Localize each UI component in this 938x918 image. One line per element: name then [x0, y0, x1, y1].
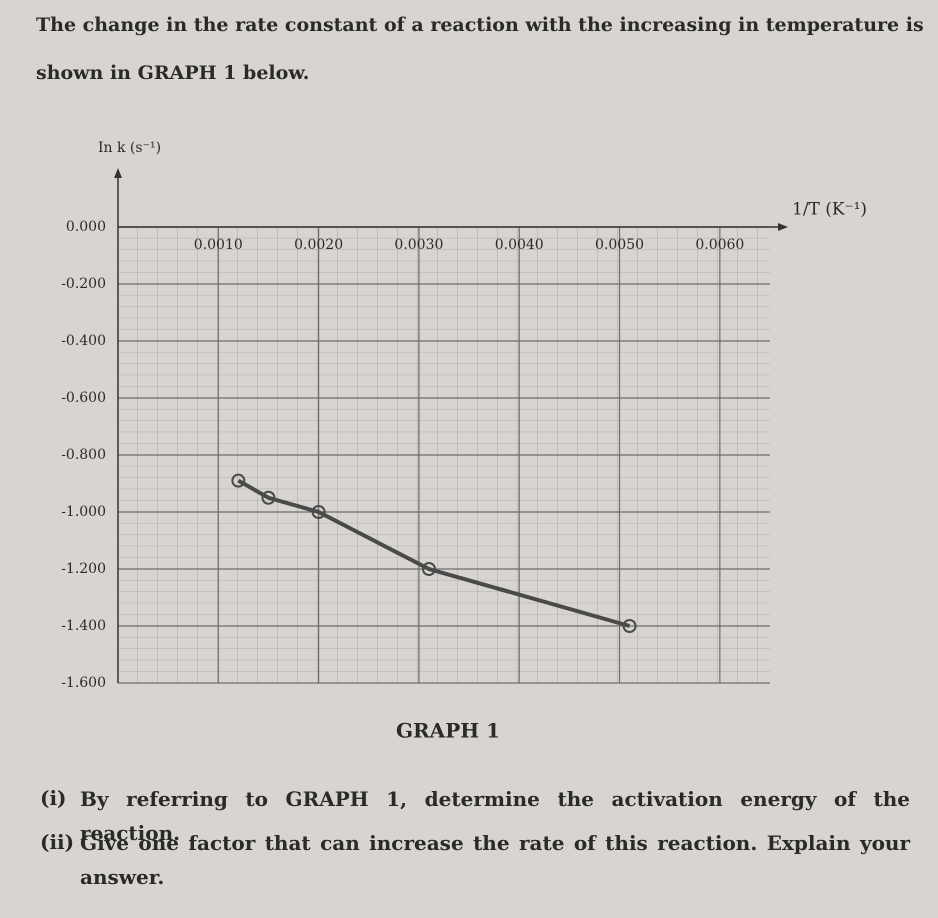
y-tick-label: -0.400 — [61, 333, 106, 349]
y-tick-label: -1.000 — [61, 504, 106, 520]
x-tick-label: 0.0030 — [394, 237, 443, 253]
x-tick-label: 0.0020 — [294, 237, 343, 253]
data-point — [311, 505, 326, 519]
y-arrow — [114, 168, 122, 178]
data-point — [261, 490, 276, 505]
x-arrow — [778, 223, 788, 231]
chart-title: GRAPH 1 — [396, 719, 500, 743]
question-number: (ii) — [40, 830, 75, 854]
x-axis-label: 1/T (K⁻¹) — [792, 200, 867, 220]
y-tick-label: -0.800 — [61, 447, 106, 463]
intro-line: shown in GRAPH 1 below. — [36, 62, 310, 84]
x-tick-label: 0.0060 — [695, 237, 744, 253]
data-point — [231, 473, 246, 488]
y-axis-label: In k (s⁻¹) — [98, 140, 161, 156]
question-text: Give one factor that can increase the ra… — [80, 831, 910, 889]
y-tick-label: -1.600 — [61, 675, 106, 691]
intro-line: The change in the rate constant of a rea… — [36, 14, 924, 36]
question-text: By referring to GRAPH 1, determine the a… — [80, 787, 910, 845]
y-tick-label: -1.200 — [61, 561, 106, 577]
y-tick-label: 0.000 — [66, 219, 106, 235]
question-number: (i) — [40, 786, 67, 810]
y-tick-label: -0.200 — [61, 276, 106, 292]
x-tick-label: 0.0040 — [495, 237, 544, 253]
data-line — [237, 478, 631, 628]
data-point — [421, 562, 436, 576]
x-tick-label: 0.0050 — [595, 237, 644, 253]
y-tick-label: -0.600 — [61, 390, 106, 406]
plot: 0.000 -0.200 -0.400 -0.600 -0.800 -1.000 -1.20… — [61, 219, 788, 691]
data-point — [622, 619, 637, 633]
y-tick-label: -1.400 — [61, 618, 106, 634]
x-tick-label: 0.0010 — [194, 237, 243, 253]
